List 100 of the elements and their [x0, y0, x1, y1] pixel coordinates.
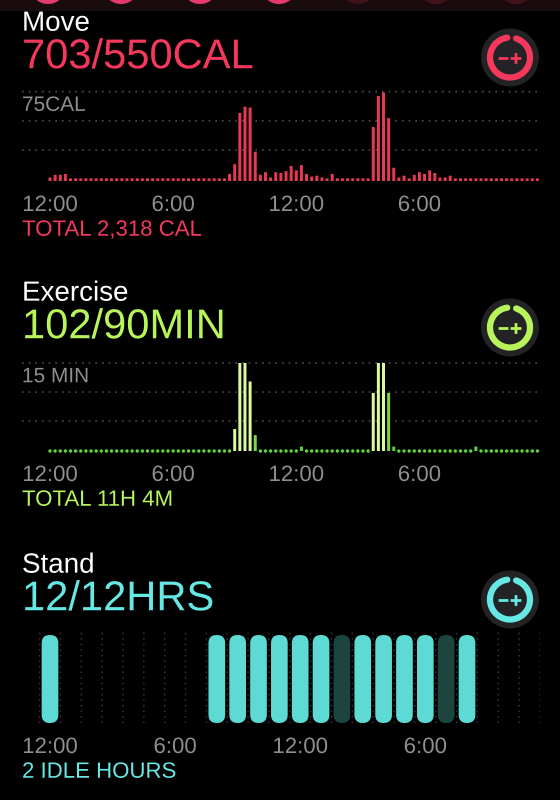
bar: [48, 177, 52, 181]
bar: [464, 178, 468, 181]
bar: [151, 178, 154, 181]
bar: [238, 112, 242, 181]
x-tick-label: 12:00: [24, 465, 77, 482]
bar: [361, 178, 364, 181]
x-tick-label: 12:00: [270, 195, 324, 212]
bar: [110, 178, 114, 181]
bar: [382, 363, 385, 451]
bar: [208, 178, 211, 181]
x-tick-label: 6:00: [404, 737, 446, 754]
bar: [376, 363, 380, 451]
bar: [54, 174, 57, 181]
bar: [166, 178, 170, 181]
bar: [326, 178, 329, 181]
bar: [125, 178, 128, 181]
bar: [243, 363, 246, 451]
bar: [458, 178, 462, 181]
bar: [300, 165, 303, 181]
x-tick-label: 6:00: [152, 465, 194, 482]
bar: [243, 106, 246, 181]
bar: [469, 178, 472, 181]
bar: [392, 168, 396, 181]
bar: [233, 429, 236, 451]
bar: [100, 178, 103, 181]
bar: [474, 178, 478, 181]
bar: [428, 170, 432, 181]
bar: [228, 174, 232, 181]
bar: [84, 178, 88, 181]
x-tick-label: 6:00: [398, 195, 440, 212]
ref-line-label: 75CAL: [23, 96, 86, 112]
bar: [510, 178, 514, 181]
bar: [480, 178, 482, 181]
bar: [387, 392, 390, 451]
bar: [530, 178, 534, 181]
bar: [218, 178, 221, 181]
bar: [351, 178, 354, 181]
chart-title: Stand: [23, 552, 93, 573]
bar: [79, 178, 82, 181]
text: TOTAL 2,318 CAL: [22, 220, 202, 239]
bar: [115, 178, 118, 181]
bar: [136, 178, 139, 181]
bar: [258, 174, 262, 181]
bar: [412, 174, 416, 181]
chart-title: Move: [24, 12, 89, 31]
bar: [423, 174, 426, 181]
bar: [356, 178, 360, 181]
bar: [336, 178, 339, 181]
bar: [310, 176, 314, 181]
bar: [500, 178, 504, 181]
bar: [484, 178, 488, 181]
bar: [454, 178, 457, 181]
bar: [146, 178, 149, 181]
text: TOTAL 11H 4M: [22, 490, 172, 506]
x-tick-label: 6:00: [152, 195, 194, 212]
chart-subtitle: 102/90MIN: [25, 308, 222, 339]
bar: [74, 178, 78, 181]
bar: [300, 446, 303, 451]
bar: [94, 178, 98, 181]
bar: [264, 172, 267, 181]
bar: [182, 178, 185, 181]
bar: [269, 177, 272, 181]
bar: [330, 174, 334, 181]
bar: [161, 178, 164, 181]
bar: [536, 178, 539, 181]
bar: [433, 173, 436, 181]
bar: [474, 446, 478, 451]
x-tick-label: 12:00: [274, 737, 328, 754]
bar: [130, 178, 134, 181]
bar: [212, 178, 216, 181]
bar: [90, 178, 93, 181]
bar: [526, 178, 529, 181]
bar: [346, 178, 350, 181]
bar: [366, 178, 370, 181]
bar: [254, 435, 257, 451]
bar: [320, 177, 324, 181]
bar: [290, 166, 293, 181]
bar: [387, 118, 390, 181]
bar: [505, 178, 508, 181]
x-tick-label: 12:00: [24, 195, 77, 212]
bar: [376, 96, 380, 181]
bar: [140, 178, 144, 181]
bar: [248, 108, 252, 181]
chart-title: Exercise: [24, 280, 128, 301]
x-tick-label: 6:00: [398, 465, 440, 482]
bar: [254, 152, 257, 181]
bar: [382, 92, 385, 181]
bar: [520, 178, 524, 181]
bar: [233, 164, 236, 181]
bar: [294, 170, 298, 181]
bar: [448, 176, 452, 181]
bar: [494, 178, 498, 181]
bar: [197, 178, 200, 181]
bar: [397, 177, 400, 181]
ref-line-label: 15 MIN: [24, 368, 88, 382]
bar: [408, 178, 411, 181]
bar: [279, 173, 282, 181]
bar: [284, 171, 288, 181]
bar: [418, 172, 421, 181]
bar: [438, 177, 442, 181]
